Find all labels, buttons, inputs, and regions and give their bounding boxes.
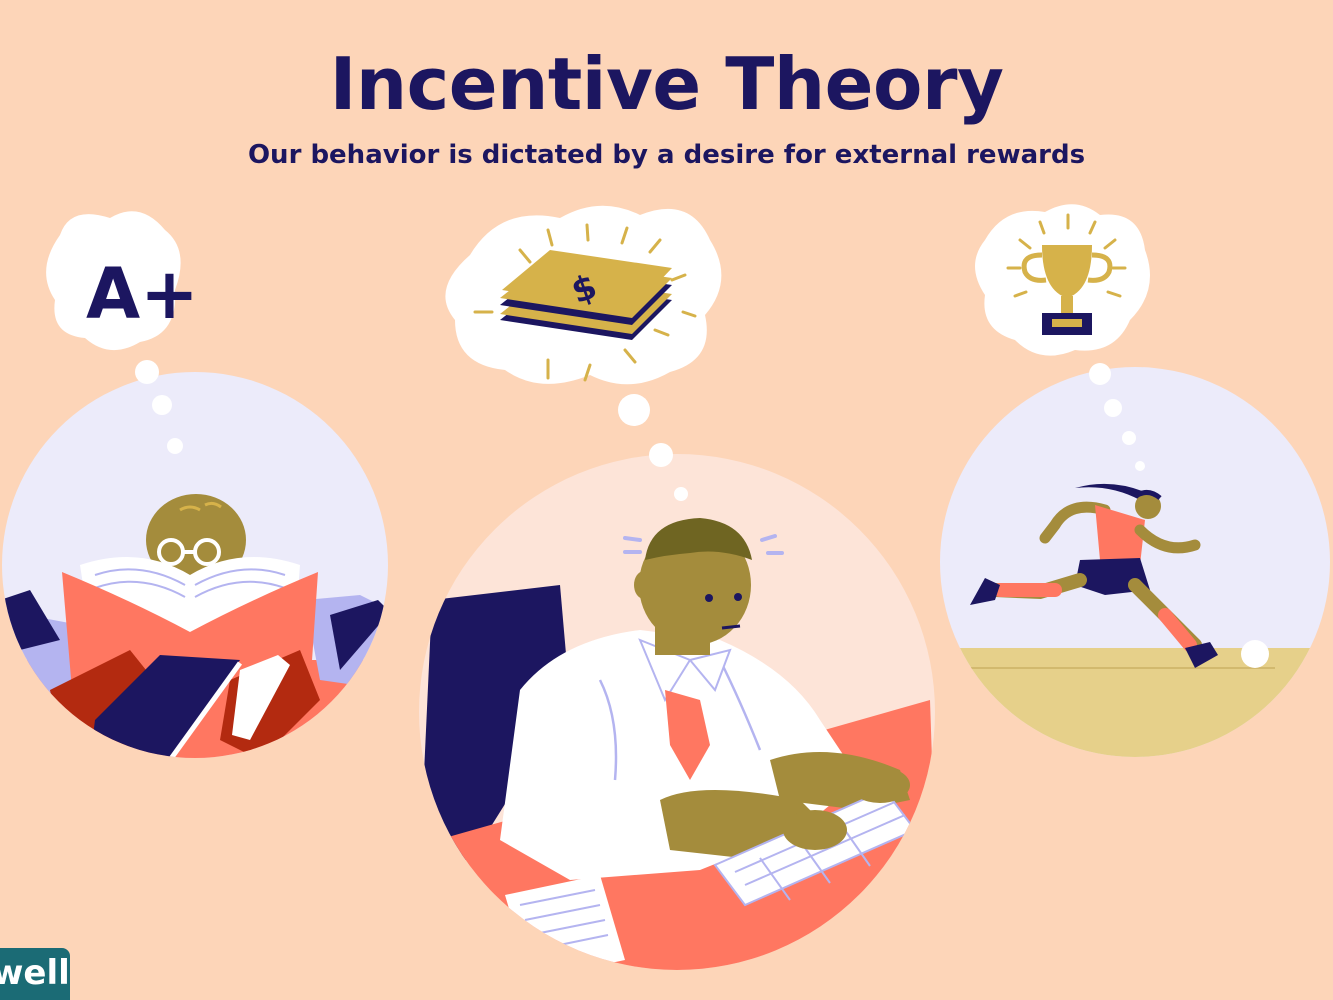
page-subtitle: Our behavior is dictated by a desire for… xyxy=(247,140,1086,170)
trophy-icon xyxy=(1021,245,1113,335)
money-stack-icon: $ xyxy=(500,250,672,340)
page-title: Incentive Theory xyxy=(329,42,1004,126)
office-worker-scene xyxy=(419,454,935,970)
grade-thought-bubble: A+ xyxy=(46,211,199,454)
grade-text: A+ xyxy=(86,253,199,335)
money-thought-bubble: $ xyxy=(445,205,722,501)
brand-logo: well xyxy=(0,948,70,1000)
student-scene xyxy=(2,372,388,758)
trophy-thought-bubble xyxy=(975,204,1150,471)
runner-scene xyxy=(940,367,1330,757)
